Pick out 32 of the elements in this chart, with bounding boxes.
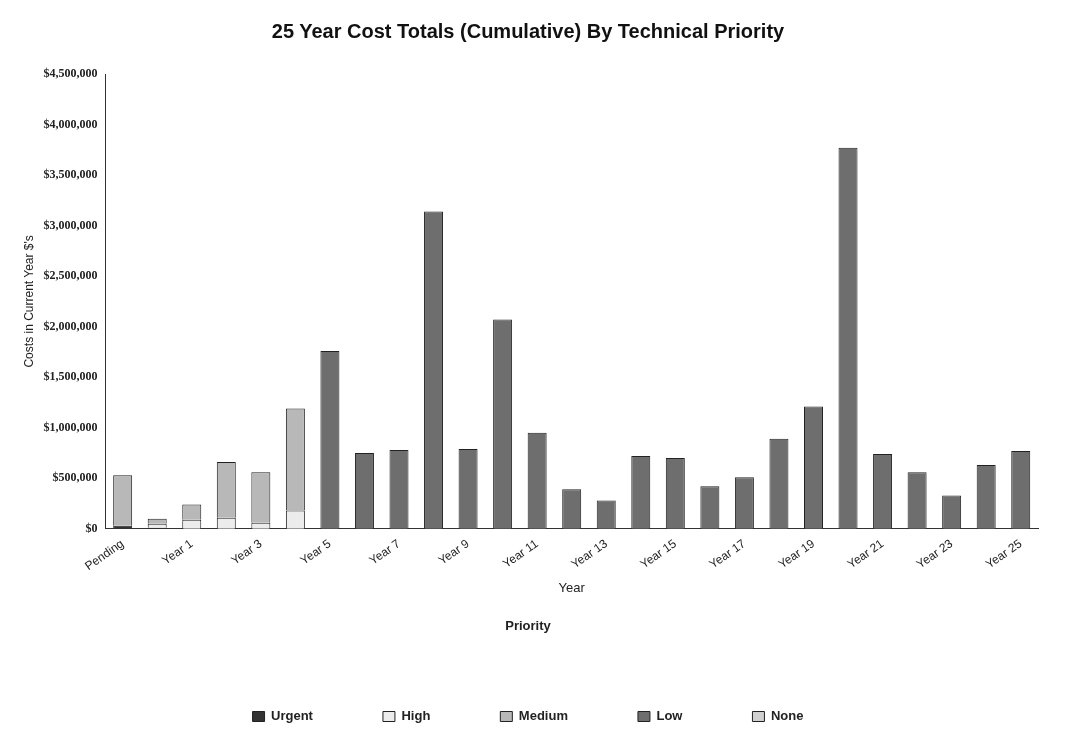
y-tick-label: $1,000,000 xyxy=(43,419,98,434)
y-tick-label: $2,000,000 xyxy=(43,318,98,333)
legend-label: High xyxy=(401,708,431,724)
x-tick-label: Year 13 xyxy=(568,536,611,572)
legend-label: Low xyxy=(656,708,684,724)
y-tick-label: $500,000 xyxy=(52,470,98,485)
x-tick-label: Year 7 xyxy=(366,536,403,568)
y-axis-title: Costs in Current Year $'s xyxy=(21,235,36,368)
y-tick-label: $4,000,000 xyxy=(43,116,98,131)
y-tick-label: $1,500,000 xyxy=(43,369,98,384)
x-tick-label: Year 23 xyxy=(913,536,956,572)
legend-title: Priority xyxy=(505,618,552,634)
x-tick-label: Year 17 xyxy=(706,536,749,572)
legend-label: Urgent xyxy=(271,708,314,724)
legend-label: Medium xyxy=(518,708,568,724)
chart-title: 25 Year Cost Totals (Cumulative) By Technical Priority xyxy=(271,19,786,42)
y-tick-label: $3,000,000 xyxy=(43,217,98,232)
y-tick-label: $4,500,000 xyxy=(43,66,98,81)
x-tick-label: Year 19 xyxy=(775,536,818,572)
y-tick-label: $3,500,000 xyxy=(43,167,98,182)
y-tick-label: $2,500,000 xyxy=(43,268,98,283)
x-tick-label: Year 9 xyxy=(435,536,472,568)
x-tick-label: Year 5 xyxy=(297,536,334,568)
x-tick-label: Year 11 xyxy=(500,536,542,571)
x-tick-label: Year 3 xyxy=(228,536,265,568)
legend-label: None xyxy=(770,708,804,724)
x-tick-label: Year 1 xyxy=(159,536,196,568)
x-tick-label: Year 15 xyxy=(637,536,680,572)
y-tick-label: $0 xyxy=(85,520,98,535)
x-tick-label: Year 21 xyxy=(844,536,887,572)
x-tick-label: Year 25 xyxy=(982,536,1025,572)
x-axis-title: Year xyxy=(558,580,586,596)
